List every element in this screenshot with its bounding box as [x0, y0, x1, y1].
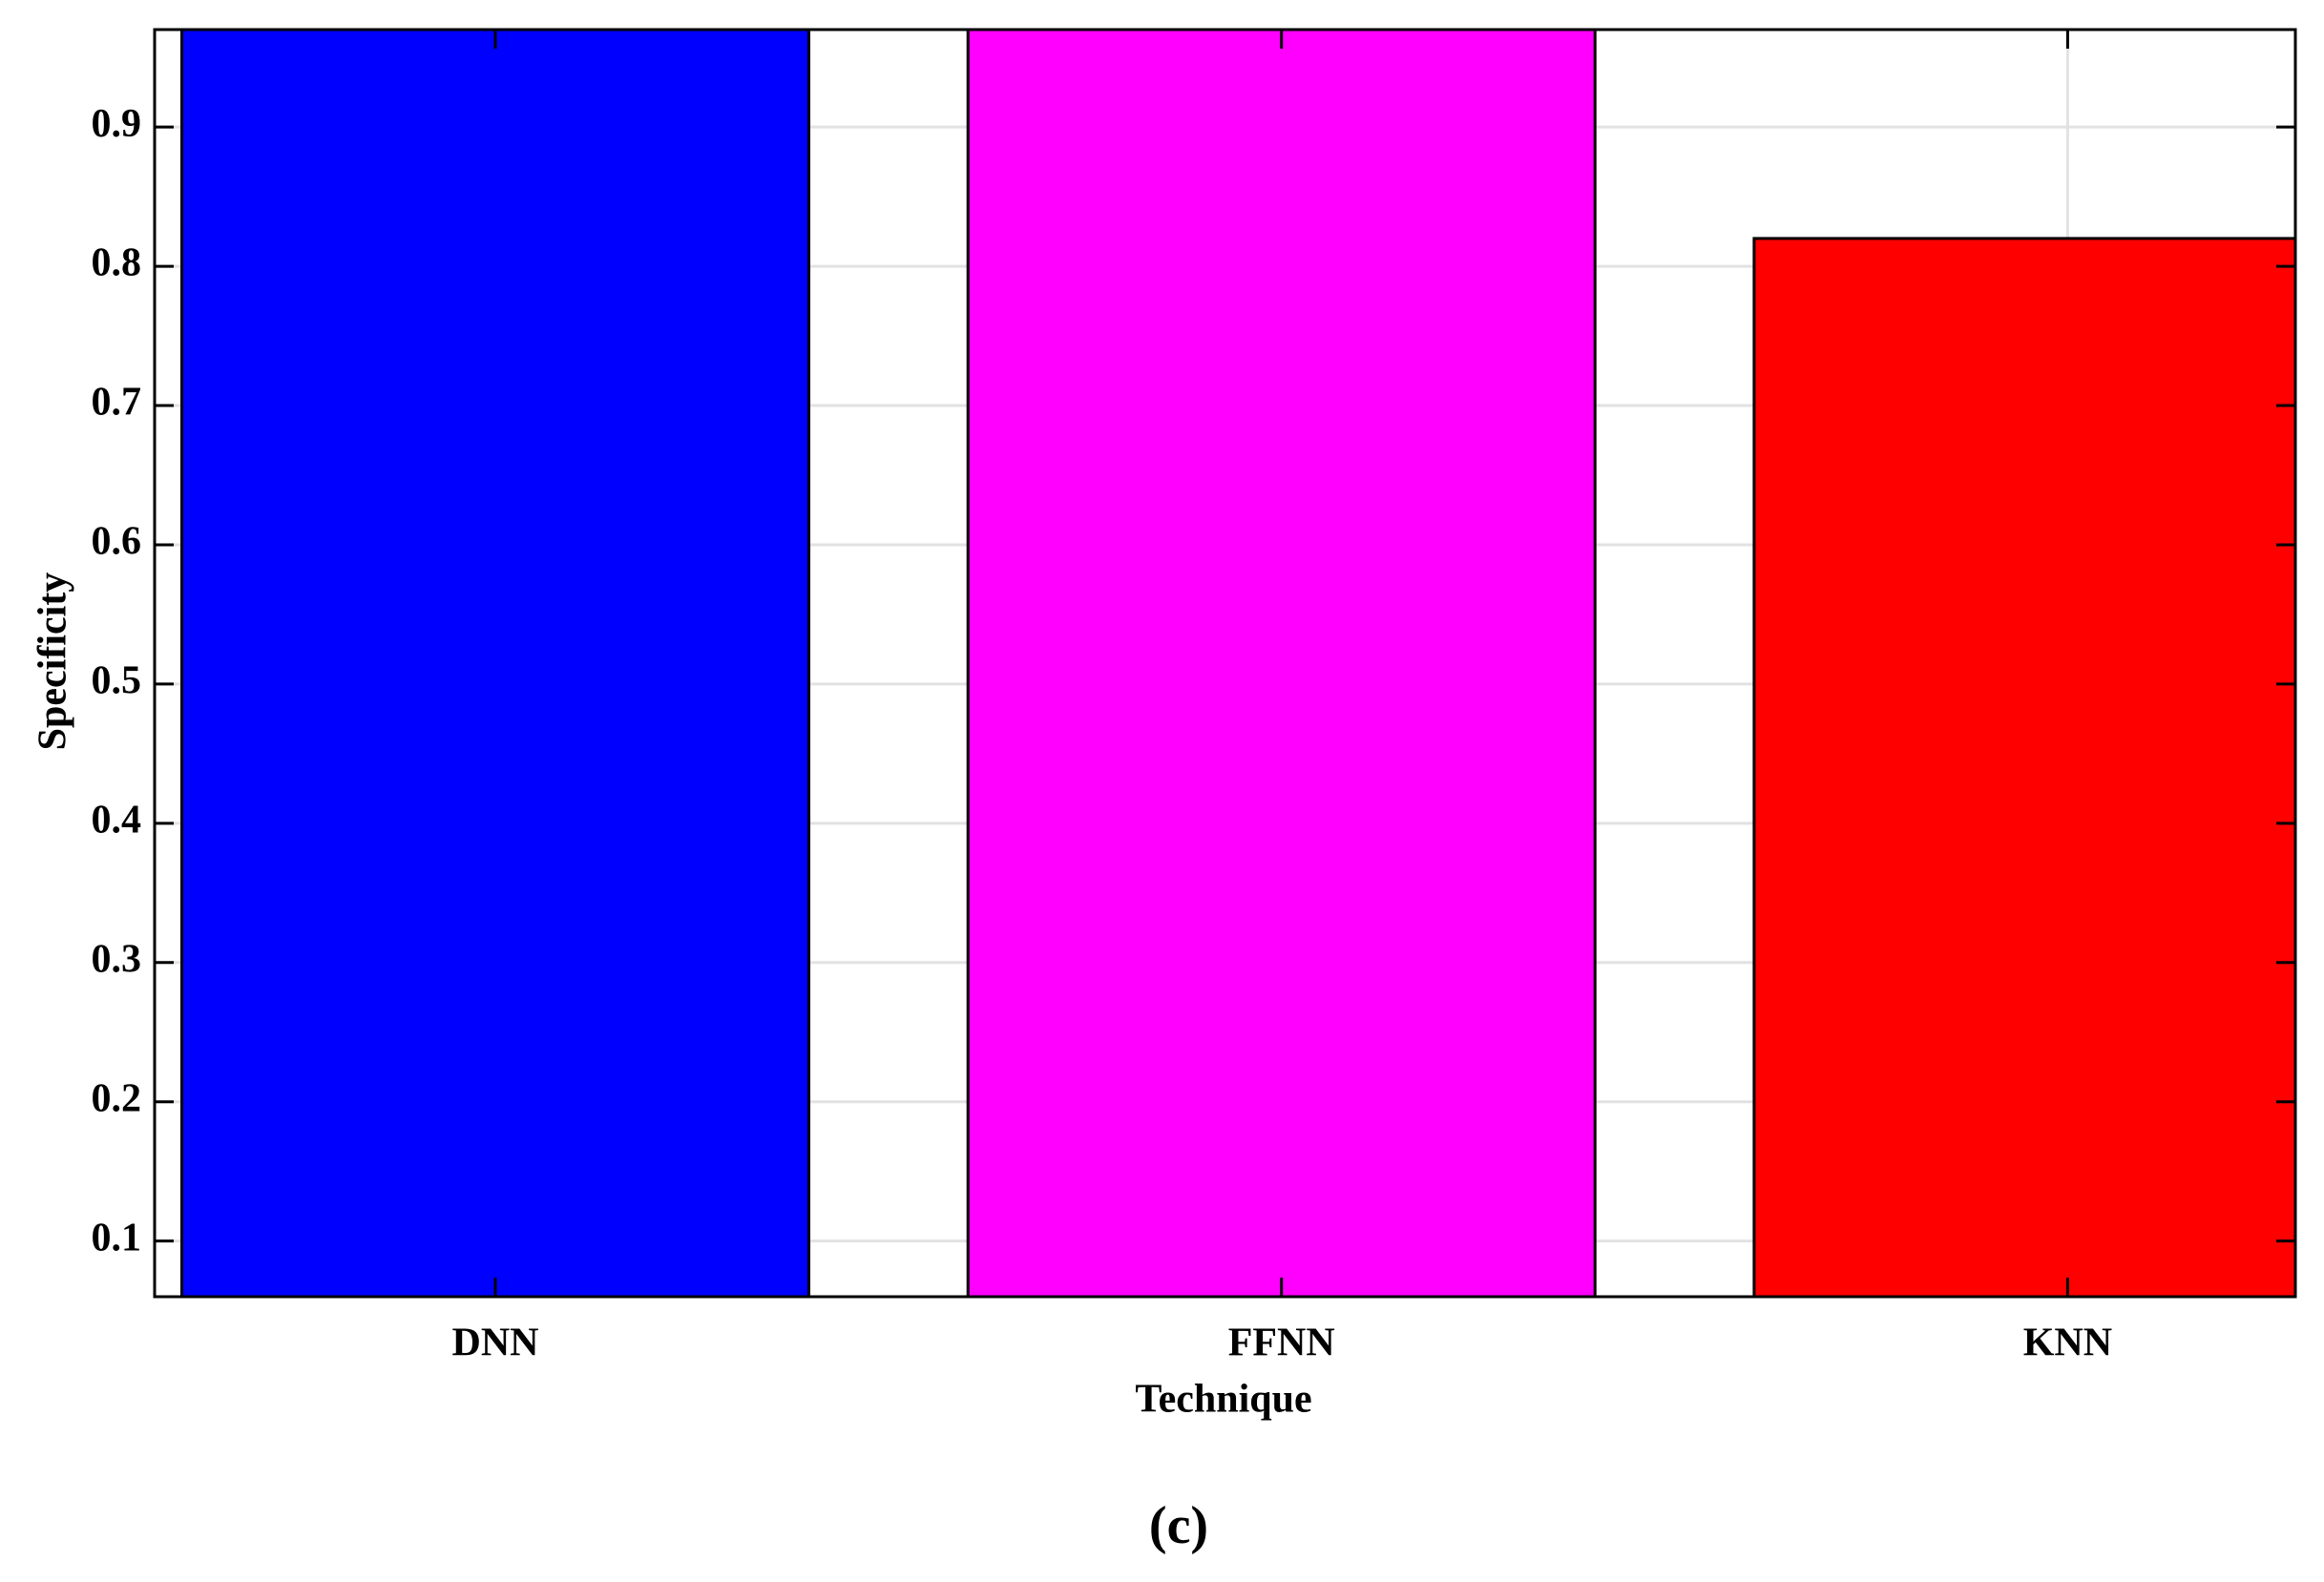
y-axis-label: Specificity [31, 572, 75, 751]
x-tick-label: DNN [452, 1322, 539, 1365]
y-tick-label: 0.2 [92, 1076, 142, 1120]
y-tick-label: 0.9 [92, 102, 142, 146]
bars [180, 30, 2295, 1297]
y-tick-label: 0.8 [92, 241, 142, 285]
y-tick-label: 0.5 [92, 659, 142, 703]
bar [180, 30, 810, 1297]
y-tick-label: 0.4 [92, 798, 142, 842]
y-tick-label: 0.1 [92, 1216, 142, 1259]
y-tick-label: 0.7 [92, 381, 142, 425]
x-tick-label: KNN [2023, 1322, 2112, 1365]
x-axis-label: Technique [1135, 1378, 1311, 1422]
x-tick-label: FFNN [1228, 1322, 1335, 1365]
bar [1752, 237, 2295, 1297]
y-tick-label: 0.3 [92, 937, 142, 981]
bar [966, 30, 1597, 1297]
caption: (c) [1149, 1496, 1208, 1555]
y-tick-label: 0.6 [92, 520, 142, 564]
plot-frame [153, 28, 2297, 1299]
